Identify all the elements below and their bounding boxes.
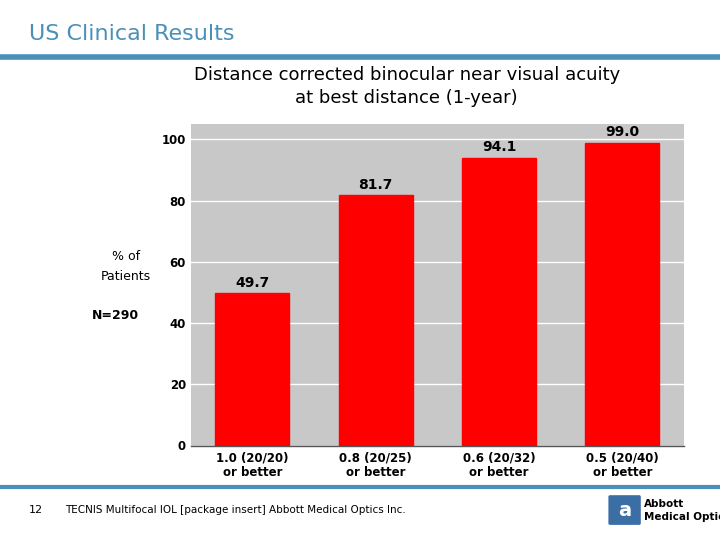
- Text: Abbott
Medical Optics: Abbott Medical Optics: [644, 499, 720, 522]
- FancyBboxPatch shape: [608, 495, 641, 525]
- Text: US Clinical Results: US Clinical Results: [29, 24, 234, 44]
- Text: N=290: N=290: [91, 309, 139, 322]
- Text: 49.7: 49.7: [235, 276, 269, 291]
- Text: 94.1: 94.1: [482, 140, 516, 154]
- Text: 12: 12: [29, 505, 43, 515]
- Text: % of: % of: [112, 250, 140, 263]
- Bar: [462, 158, 536, 445]
- Text: Patients: Patients: [101, 270, 151, 283]
- Text: Distance corrected binocular near visual acuity
at best distance (1-year): Distance corrected binocular near visual…: [194, 66, 620, 107]
- Bar: [339, 195, 413, 446]
- Bar: [585, 143, 660, 445]
- Bar: [215, 293, 289, 446]
- Text: 81.7: 81.7: [359, 178, 393, 192]
- Text: 99.0: 99.0: [606, 125, 639, 139]
- Text: a: a: [618, 501, 631, 519]
- Text: TECNIS Multifocal IOL [package insert] Abbott Medical Optics Inc.: TECNIS Multifocal IOL [package insert] A…: [65, 505, 405, 515]
